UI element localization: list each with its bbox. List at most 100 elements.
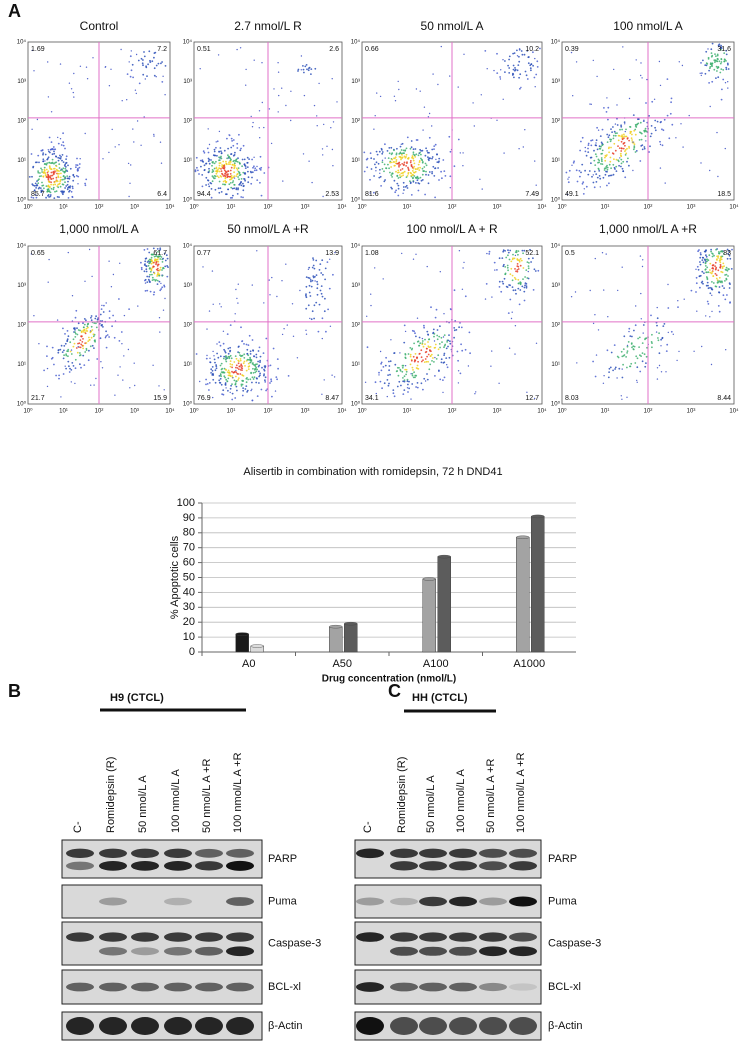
event-dot xyxy=(457,359,459,362)
event-dot xyxy=(277,367,279,370)
blot-band xyxy=(390,932,418,942)
event-dot xyxy=(721,267,724,270)
event-dot xyxy=(216,154,218,157)
event-dot xyxy=(231,370,233,373)
x-tick-label: 10¹ xyxy=(59,409,68,415)
event-dot xyxy=(411,156,414,159)
event-dot xyxy=(508,258,511,261)
event-dot xyxy=(597,129,600,131)
event-dot xyxy=(54,161,57,164)
event-dot xyxy=(705,284,708,287)
event-dot xyxy=(76,351,79,354)
event-dot xyxy=(308,66,311,69)
event-dot xyxy=(443,334,446,336)
event-dot xyxy=(252,349,254,352)
event-dot xyxy=(565,171,568,174)
event-dot xyxy=(213,154,216,157)
event-dot xyxy=(137,59,140,62)
event-dot xyxy=(222,357,225,360)
event-dot xyxy=(428,112,431,115)
x-tick-label: 10⁴ xyxy=(729,204,739,211)
event-dot xyxy=(629,125,631,128)
event-dot xyxy=(418,152,421,155)
event-dot xyxy=(421,159,424,162)
event-dot xyxy=(80,331,83,334)
event-dot xyxy=(402,174,404,177)
event-dot xyxy=(215,364,218,366)
event-dot xyxy=(532,289,535,291)
event-dot xyxy=(227,163,230,166)
event-dot xyxy=(603,169,606,171)
event-dot xyxy=(118,144,120,146)
event-dot xyxy=(364,381,367,383)
blot-band xyxy=(195,861,223,871)
event-dot xyxy=(69,341,72,344)
event-dot xyxy=(401,142,404,145)
event-dot xyxy=(84,280,86,282)
event-dot xyxy=(407,157,410,160)
event-dot xyxy=(536,66,539,68)
event-dot xyxy=(252,372,255,374)
event-dot xyxy=(164,94,166,96)
event-dot xyxy=(237,176,240,178)
event-dot xyxy=(48,186,51,189)
event-dot xyxy=(42,175,45,178)
event-dot xyxy=(45,196,47,199)
event-dot xyxy=(270,142,273,145)
event-dot xyxy=(62,183,65,186)
event-dot xyxy=(210,159,212,161)
event-dot xyxy=(383,382,386,385)
event-dot xyxy=(389,360,392,363)
event-dot xyxy=(486,252,488,255)
event-dot xyxy=(250,115,252,118)
event-dot xyxy=(307,69,310,72)
event-dot xyxy=(698,249,700,251)
event-dot xyxy=(624,150,626,153)
y-tick-label: 10³ xyxy=(17,79,26,85)
event-dot xyxy=(719,281,722,284)
x-tick-label: 10⁰ xyxy=(189,408,199,415)
event-dot xyxy=(144,78,146,80)
event-dot xyxy=(153,291,156,294)
event-dot xyxy=(399,156,402,158)
event-dot xyxy=(162,257,165,260)
event-dot xyxy=(416,139,419,141)
event-dot xyxy=(380,361,383,364)
event-dot xyxy=(401,364,404,367)
blot-band xyxy=(99,1017,127,1035)
event-dot xyxy=(658,60,661,63)
event-dot xyxy=(628,327,631,330)
event-dot xyxy=(722,78,725,81)
event-dot xyxy=(658,352,661,355)
event-dot xyxy=(493,69,495,72)
event-dot xyxy=(223,164,226,167)
event-dot xyxy=(705,254,707,257)
event-dot xyxy=(159,258,162,260)
event-dot xyxy=(632,141,634,143)
event-dot xyxy=(319,263,322,265)
event-dot xyxy=(417,167,420,169)
event-dot xyxy=(211,366,214,368)
event-dot xyxy=(63,354,65,357)
event-dot xyxy=(223,183,226,186)
event-dot xyxy=(630,137,633,140)
event-dot xyxy=(64,333,66,335)
event-dot xyxy=(439,346,441,349)
event-dot xyxy=(146,275,149,278)
event-dot xyxy=(263,172,266,174)
event-dot xyxy=(47,96,50,98)
event-dot xyxy=(80,366,82,369)
event-dot xyxy=(657,337,659,339)
event-dot xyxy=(456,350,459,353)
event-dot xyxy=(571,164,573,166)
x-tick-label: 10⁰ xyxy=(357,408,367,415)
event-dot xyxy=(463,261,465,264)
event-dot xyxy=(705,255,708,258)
event-dot xyxy=(390,166,392,168)
event-dot xyxy=(53,148,55,151)
blot-band xyxy=(195,1017,223,1035)
event-dot xyxy=(410,146,413,149)
event-dot xyxy=(155,263,157,266)
event-dot xyxy=(635,355,638,358)
event-dot xyxy=(57,142,60,145)
